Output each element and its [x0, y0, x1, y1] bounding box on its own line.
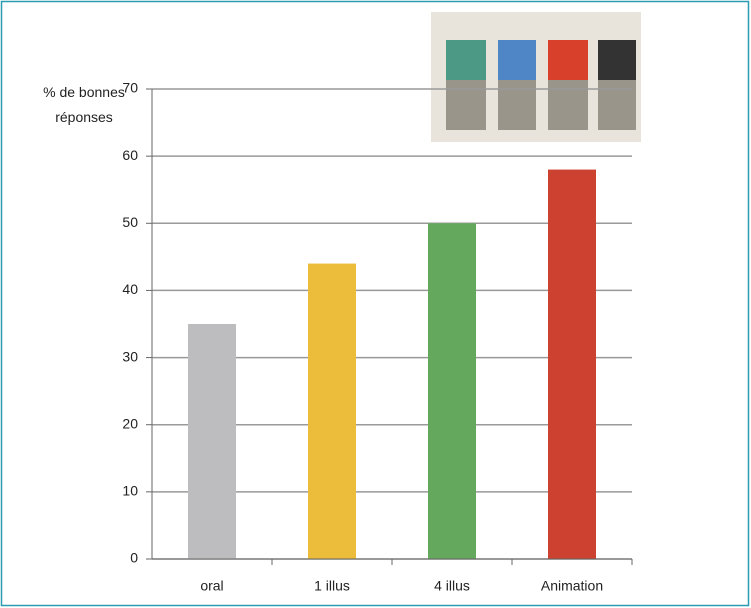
bar [308, 263, 356, 559]
bar [428, 223, 476, 560]
x-tick-label: 4 illus [434, 578, 470, 594]
x-tick-label: 1 illus [314, 578, 350, 594]
bar [548, 169, 596, 560]
y-tick-label: 70 [122, 80, 138, 96]
x-tick-label: Animation [541, 578, 603, 594]
x-tick-label: oral [200, 578, 223, 594]
engine-illustration [431, 12, 641, 142]
y-tick-label: 20 [122, 415, 138, 431]
y-tick-label: 60 [122, 147, 138, 163]
y-tick-label: 10 [122, 483, 138, 499]
y-tick-label: 30 [122, 348, 138, 364]
y-tick-label: 50 [122, 214, 138, 230]
bar [188, 324, 236, 559]
y-tick-label: 0 [130, 550, 138, 566]
y-tick-label: 40 [122, 281, 138, 297]
y-axis-label: % de bonnes réponses [43, 84, 125, 125]
